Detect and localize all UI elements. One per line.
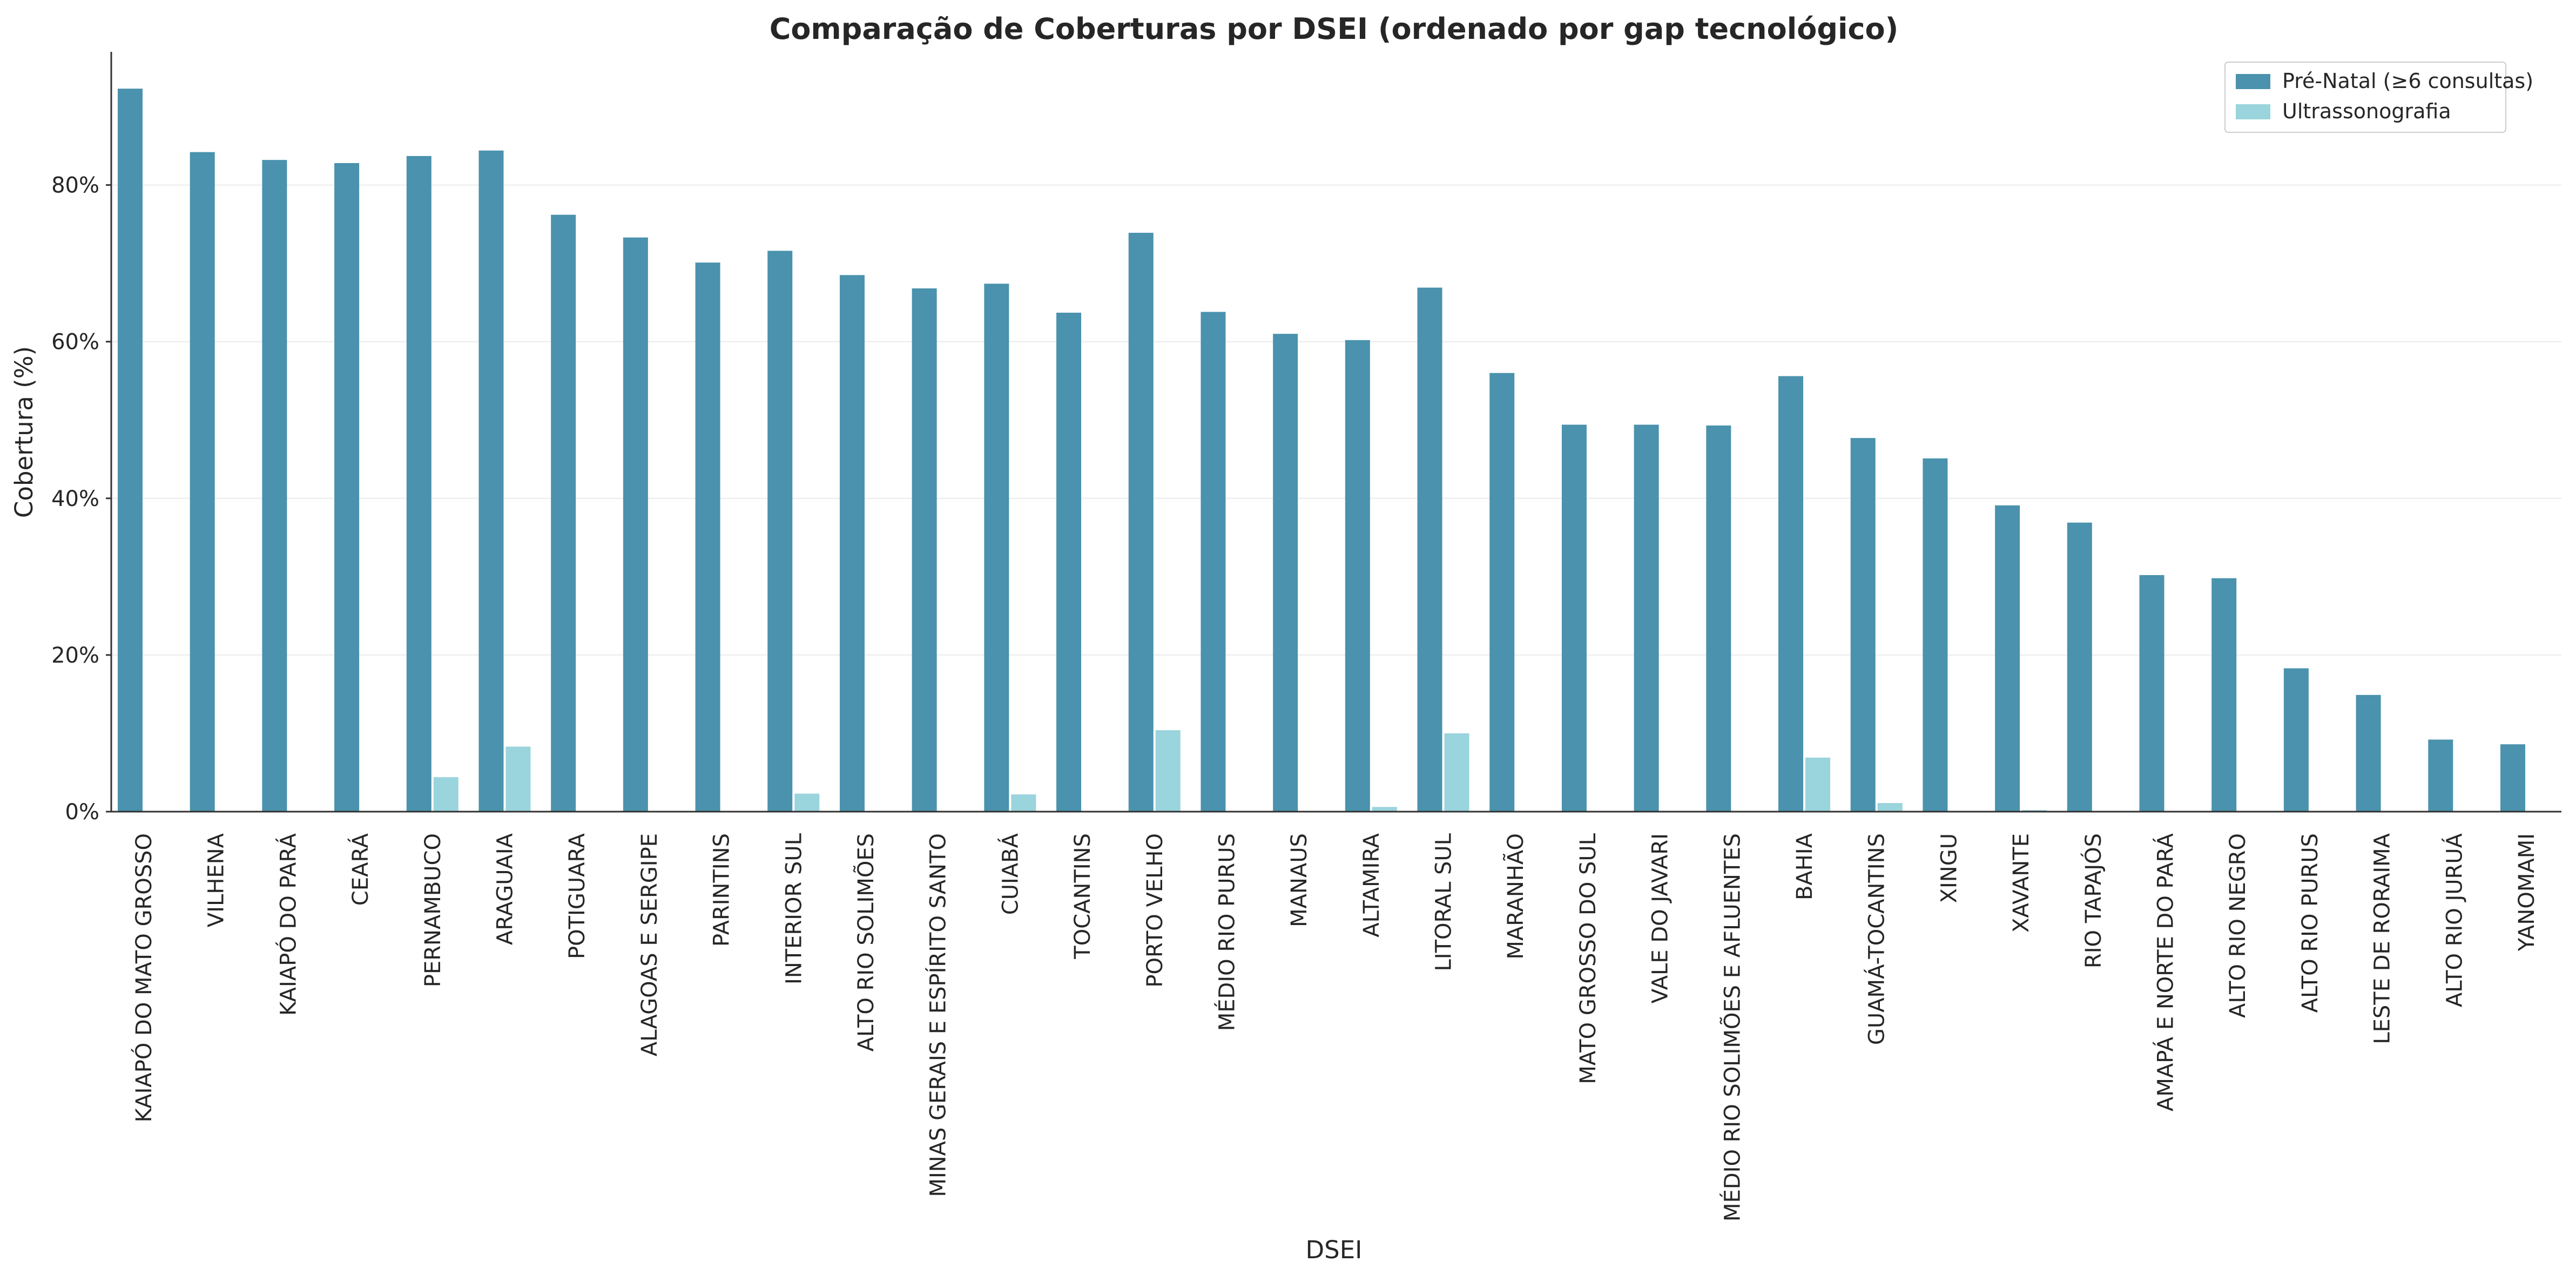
y-tick-label: 60% <box>51 330 99 355</box>
legend-label: Pré-Natal (≥6 consultas) <box>2282 69 2533 93</box>
bar-ultrassonografia <box>1877 803 1903 812</box>
bar-ultrassonografia <box>1372 807 1397 812</box>
x-tick-label: MATO GROSSO DO SUL <box>1576 833 1601 1084</box>
x-tick-label: YANOMAMI <box>2514 833 2539 952</box>
bar-prenatal <box>2211 578 2237 812</box>
x-tick-label: MARANHÃO <box>1502 833 1528 960</box>
x-tick-label: ALTO RIO PURUS <box>2298 833 2323 1013</box>
x-tick-label: ALTO RIO JURUÁ <box>2441 833 2467 1007</box>
bar-ultrassonografia <box>1155 730 1181 812</box>
bar-prenatal <box>2500 744 2525 812</box>
bar-prenatal <box>1128 233 1154 812</box>
x-tick-label: ALTO RIO SOLIMÕES <box>853 833 879 1051</box>
bar-prenatal <box>839 275 865 812</box>
bar-prenatal <box>190 152 215 812</box>
bar-prenatal <box>1489 373 1515 812</box>
bar-prenatal <box>912 288 937 812</box>
x-tick-label: LITORAL SUL <box>1432 833 1456 971</box>
legend-label: Ultrassonografia <box>2282 99 2451 123</box>
x-tick-label: MINAS GERAIS E ESPÍRITO SANTO <box>925 833 951 1197</box>
x-tick-label: CEARÁ <box>347 833 373 906</box>
x-axis-label: DSEI <box>1306 1236 1363 1264</box>
x-tick-label: AMAPÁ E NORTE DO PARÁ <box>2153 833 2179 1111</box>
bar-ultrassonografia <box>505 746 531 812</box>
bar-prenatal <box>2139 575 2164 812</box>
y-tick-label: 80% <box>51 173 99 198</box>
bars <box>118 89 2525 812</box>
bar-prenatal <box>1706 425 1731 812</box>
x-tick-label: GUAMÁ-TOCANTINS <box>1864 833 1890 1045</box>
x-tick-label: PARINTINS <box>710 833 734 947</box>
bar-prenatal <box>1417 287 1442 812</box>
bar-prenatal <box>118 89 143 812</box>
bar-prenatal <box>2356 694 2381 812</box>
bar-prenatal <box>623 237 648 812</box>
x-tick-label: LESTE DE RORAIMA <box>2370 833 2395 1044</box>
bar-prenatal <box>1273 334 1298 812</box>
axes <box>110 52 2561 813</box>
bar-ultrassonografia <box>794 793 820 812</box>
bar-prenatal <box>406 156 431 812</box>
x-tick-label: KAIAPÓ DO MATO GROSSO <box>131 833 157 1122</box>
x-tick-label: BAHIA <box>1792 833 1817 900</box>
x-tick-label: MÉDIO RIO PURUS <box>1213 833 1239 1031</box>
bar-prenatal <box>1778 376 1804 812</box>
bar-prenatal <box>984 284 1009 812</box>
bar-prenatal <box>695 262 720 812</box>
x-tick-label: MÉDIO RIO SOLIMÕES E AFLUENTES <box>1719 833 1745 1222</box>
bar-prenatal <box>334 163 360 812</box>
x-tick-label: PERNAMBUCO <box>421 833 446 987</box>
x-tick-label: TOCANTINS <box>1070 833 1095 960</box>
x-tick-labels: KAIAPÓ DO MATO GROSSO VILHENA KAIAPÓ DO PA… <box>131 833 2539 1222</box>
bar-ultrassonografia <box>1444 733 1469 812</box>
bar-prenatal <box>2067 522 2092 812</box>
bar-prenatal <box>2283 668 2309 812</box>
bar-ultrassonografia <box>1805 757 1831 812</box>
bar-prenatal <box>478 150 504 812</box>
x-tick-label: INTERIOR SUL <box>781 833 806 984</box>
bar-prenatal <box>1056 313 1082 812</box>
bar-prenatal <box>1995 505 2020 812</box>
bar-prenatal <box>1201 312 1226 812</box>
x-tick-label: ARAGUAIA <box>493 833 517 945</box>
x-tick-label: CUIABÁ <box>997 833 1023 915</box>
x-tick-label: VILHENA <box>204 833 229 927</box>
bar-ultrassonografia <box>433 777 458 812</box>
bar-prenatal <box>551 214 576 812</box>
legend-swatch <box>2236 74 2270 89</box>
x-tick-label: XAVANTE <box>2009 833 2034 933</box>
x-tick-label: KAIAPÓ DO PARÁ <box>275 833 301 1015</box>
y-tick-labels: 0% 20% 40% 60% 80% <box>51 173 111 825</box>
bar-prenatal <box>2428 739 2453 812</box>
legend-box <box>2224 62 2506 133</box>
x-tick-label: ALTO RIO NEGRO <box>2226 833 2250 1018</box>
bar-prenatal <box>1345 340 1370 812</box>
y-tick-label: 20% <box>51 643 99 668</box>
bar-ultrassonografia <box>1011 794 1036 812</box>
x-tick-label: RIO TAPAJÓS <box>2080 833 2106 968</box>
bar-prenatal <box>1634 424 1659 812</box>
legend: Pré-Natal (≥6 consultas) Ultrassonografia <box>2224 62 2533 133</box>
x-tick-label: VALE DO JAVARI <box>1648 833 1673 1003</box>
legend-swatch <box>2236 104 2270 119</box>
y-tick-label: 40% <box>51 487 99 511</box>
y-tick-label: 0% <box>65 800 99 825</box>
x-tick-label: MANAUS <box>1287 833 1312 927</box>
y-axis-label: Cobertura (%) <box>10 346 38 518</box>
bar-prenatal <box>1850 438 1876 812</box>
bar-prenatal <box>1561 424 1587 812</box>
x-tick-label: POTIGUARA <box>565 833 590 959</box>
x-tick-label: ALTAMIRA <box>1359 833 1384 937</box>
x-tick-label: XINGU <box>1937 833 1961 903</box>
chart-title: Comparação de Coberturas por DSEI (orden… <box>770 12 1899 46</box>
bar-prenatal <box>767 251 793 812</box>
x-tick-label: ALAGOAS E SERGIPE <box>637 833 662 1056</box>
bar-prenatal <box>1923 458 1948 812</box>
x-tick-label: PORTO VELHO <box>1143 833 1168 988</box>
bar-prenatal <box>262 160 287 812</box>
